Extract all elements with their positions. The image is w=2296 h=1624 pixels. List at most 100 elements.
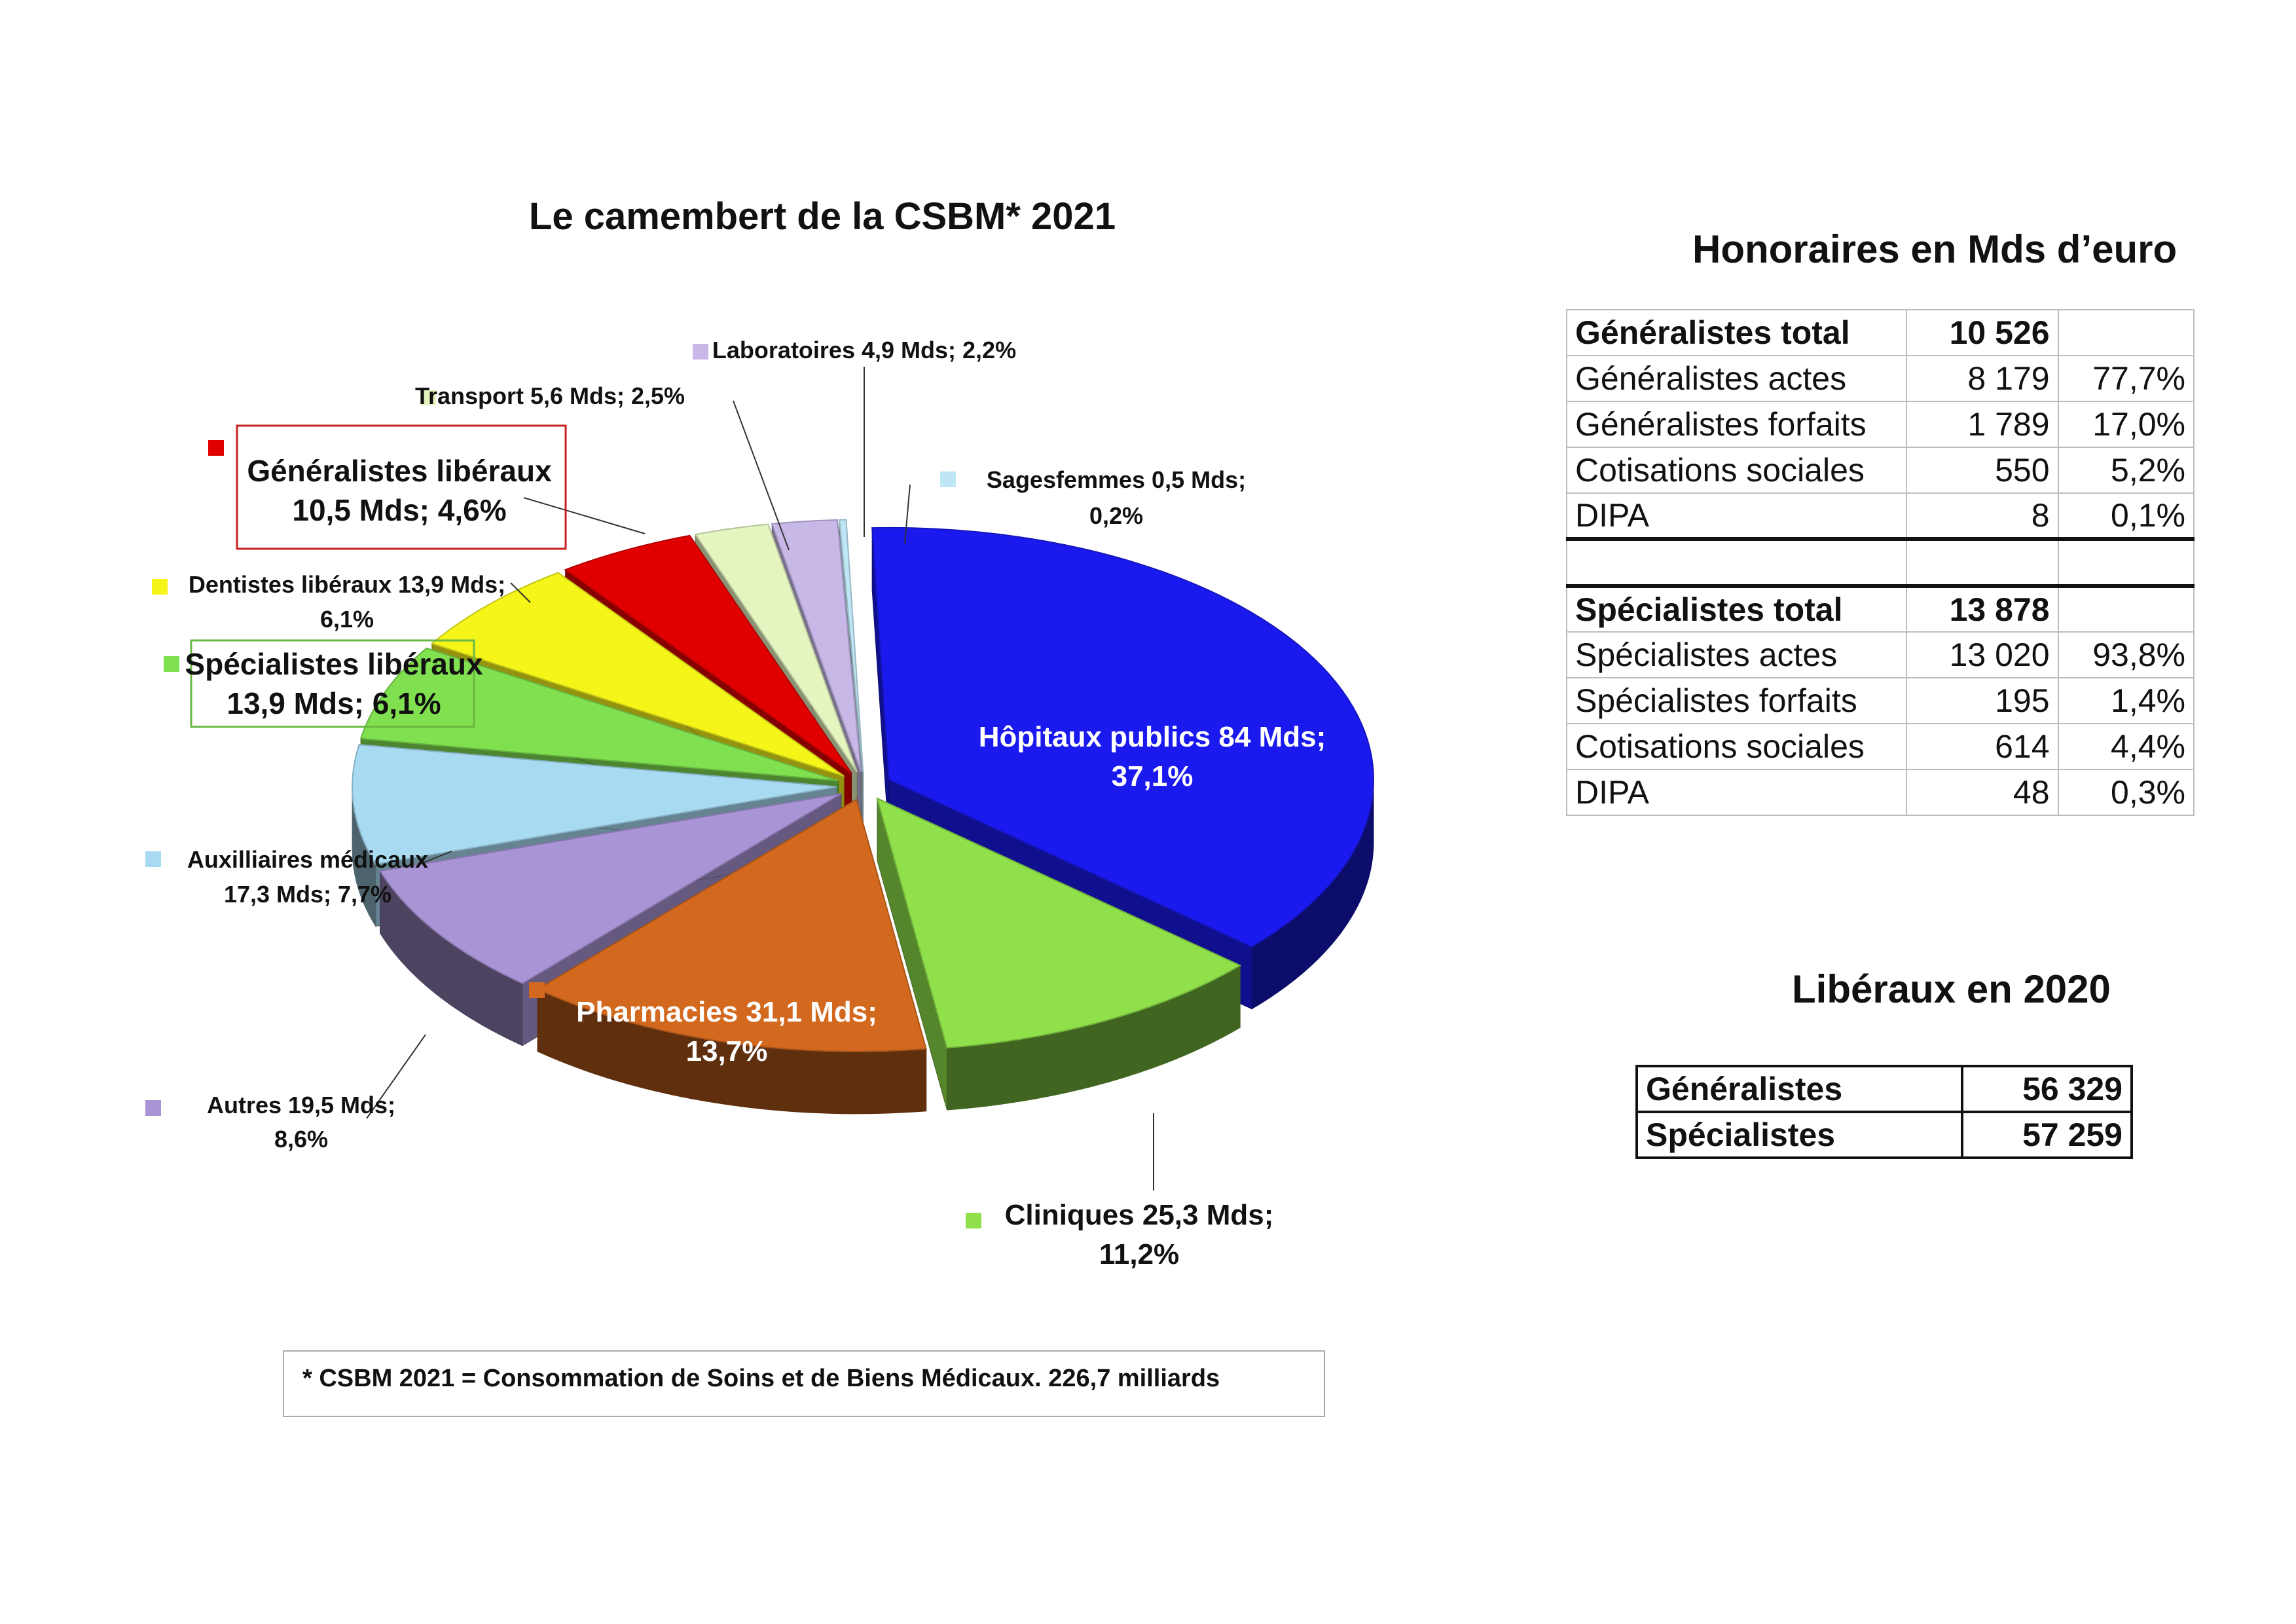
label-dentistes-liberaux: Dentistes libéraux 13,9 Mds; bbox=[189, 571, 505, 598]
label-value-specialistes-liberaux: 13,9 Mds; 6,1% bbox=[227, 686, 441, 720]
table-row: Spécialistes forfaits 195 1,4% bbox=[1565, 677, 2195, 724]
liberaux-table: Généralistes 56 329 Spécialistes 57 259 bbox=[1635, 1065, 2133, 1159]
row-value: 195 bbox=[1906, 677, 2059, 724]
table-row: Spécialistes 57 259 bbox=[1635, 1111, 2133, 1159]
honoraires-table: Généralistes total 10 526 Généralistes act… bbox=[1565, 309, 2195, 816]
label-box-specialistes-liberaux bbox=[190, 639, 475, 728]
label-box-generalistes-liberaux bbox=[236, 424, 567, 550]
leader-autres bbox=[366, 1034, 426, 1119]
row-value: 48 bbox=[1906, 769, 2059, 816]
chart-title: Le camembert de la CSBM* 2021 bbox=[529, 195, 1116, 238]
footnote: * CSBM 2021 = Consommation de Soins et d… bbox=[283, 1350, 1325, 1417]
label-value-pharmacies: 13,7% bbox=[686, 1035, 768, 1067]
row-value: 614 bbox=[1906, 723, 2059, 770]
row-label: Cotisations sociales bbox=[1565, 723, 1908, 770]
slice-cliniques bbox=[876, 797, 1242, 1111]
label-generalistes-liberaux: Généralistes libéraux bbox=[247, 454, 552, 488]
leader-auxilliaires-medicaux bbox=[418, 851, 452, 865]
legend-key-dentistes-liberaux bbox=[152, 579, 168, 595]
label-value-sagesfemmes: 0,2% bbox=[1089, 502, 1143, 529]
legend-key-transport bbox=[420, 390, 436, 405]
label-specialistes-liberaux: Spécialistes libéraux bbox=[185, 647, 483, 681]
label-auxilliaires-medicaux: Auxilliaires médicaux bbox=[187, 846, 428, 873]
liberaux-title: Libéraux en 2020 bbox=[1792, 967, 2111, 1011]
legend-key-autres bbox=[145, 1100, 161, 1116]
row-percent bbox=[2057, 309, 2195, 356]
leader-sagesfemmes bbox=[904, 484, 911, 544]
row-value: 57 259 bbox=[1961, 1111, 2133, 1159]
row-percent: 93,8% bbox=[2057, 631, 2195, 678]
row-value: 8 bbox=[1906, 492, 2059, 540]
row-label: Généralistes bbox=[1635, 1065, 1964, 1113]
row-value: 1 789 bbox=[1906, 401, 2059, 448]
label-value-dentistes-liberaux: 6,1% bbox=[320, 606, 374, 633]
row-percent: 77,7% bbox=[2057, 355, 2195, 402]
label-pharmacies: Pharmacies 31,1 Mds; bbox=[576, 996, 877, 1028]
label-hopitaux-publics: Hôpitaux publics 84 Mds; bbox=[979, 721, 1326, 753]
label-value-auxilliaires-medicaux: 17,3 Mds; 7,7% bbox=[224, 881, 392, 908]
spacer-cell bbox=[2057, 537, 2195, 588]
row-label: Spécialistes bbox=[1635, 1111, 1964, 1159]
spacer-cell bbox=[1906, 537, 2059, 588]
row-percent: 17,0% bbox=[2057, 401, 2195, 448]
row-percent: 5,2% bbox=[2057, 447, 2195, 494]
table-row: DIPA 48 0,3% bbox=[1565, 769, 2195, 816]
row-percent bbox=[2057, 585, 2195, 633]
row-label: Généralistes forfaits bbox=[1565, 401, 1908, 448]
row-label: Spécialistes total bbox=[1565, 585, 1908, 633]
table-spacer-row bbox=[1565, 537, 2195, 588]
row-value: 8 179 bbox=[1906, 355, 2059, 402]
legend-key-auxilliaires-medicaux bbox=[145, 851, 161, 867]
legend-key-specialistes-liberaux bbox=[164, 656, 179, 672]
row-percent: 4,4% bbox=[2057, 723, 2195, 770]
row-percent: 0,1% bbox=[2057, 492, 2195, 540]
label-value-generalistes-liberaux: 10,5 Mds; 4,6% bbox=[292, 493, 506, 527]
label-transport: Transport 5,6 Mds; 2,5% bbox=[415, 382, 685, 409]
row-value: 550 bbox=[1906, 447, 2059, 494]
label-value-hopitaux-publics: 37,1% bbox=[1112, 760, 1194, 792]
table-row: DIPA 8 0,1% bbox=[1565, 492, 2195, 540]
legend-key-sagesfemmes bbox=[940, 471, 956, 487]
label-sagesfemmes: Sagesfemmes 0,5 Mds; bbox=[987, 466, 1246, 493]
row-value: 10 526 bbox=[1906, 309, 2059, 356]
table-row: Généralistes total 10 526 bbox=[1565, 309, 2195, 356]
leader-transport bbox=[733, 400, 790, 551]
honoraires-title: Honoraires en Mds d’euro bbox=[1692, 227, 2178, 271]
legend-key-laboratoires bbox=[693, 344, 708, 360]
table-row: Cotisations sociales 550 5,2% bbox=[1565, 447, 2195, 494]
table-row: Cotisations sociales 614 4,4% bbox=[1565, 723, 2195, 770]
row-value: 56 329 bbox=[1961, 1065, 2133, 1113]
legend-key-cliniques bbox=[966, 1213, 981, 1228]
row-label: Généralistes actes bbox=[1565, 355, 1908, 402]
label-value-cliniques: 11,2% bbox=[1099, 1238, 1179, 1270]
row-label: DIPA bbox=[1565, 492, 1908, 540]
slice-labels: Hôpitaux publics 84 Mds; 37,1% Cliniques 2… bbox=[145, 337, 1326, 1270]
table-row: Généralistes forfaits 1 789 17,0% bbox=[1565, 401, 2195, 448]
row-label: Cotisations sociales bbox=[1565, 447, 1908, 494]
row-percent: 1,4% bbox=[2057, 677, 2195, 724]
row-label: Spécialistes actes bbox=[1565, 631, 1908, 678]
slice-pharmacies bbox=[536, 798, 927, 1115]
table-row: Généralistes 56 329 bbox=[1635, 1065, 2133, 1113]
pie-slices bbox=[352, 519, 1374, 1115]
leader-dentistes-liberaux bbox=[510, 582, 531, 603]
label-value-autres: 8,6% bbox=[274, 1126, 328, 1153]
row-label: DIPA bbox=[1565, 769, 1908, 816]
table-row: Spécialistes total 13 878 bbox=[1565, 585, 2195, 633]
label-cliniques: Cliniques 25,3 Mds; bbox=[1005, 1199, 1274, 1231]
table-row: Généralistes actes 8 179 77,7% bbox=[1565, 355, 2195, 402]
legend-key-generalistes-liberaux bbox=[208, 440, 224, 456]
row-label: Spécialistes forfaits bbox=[1565, 677, 1908, 724]
legend-key-pharmacies bbox=[529, 982, 545, 998]
table-row: Spécialistes actes 13 020 93,8% bbox=[1565, 631, 2195, 678]
leader-lines bbox=[366, 367, 1154, 1190]
label-autres: Autres 19,5 Mds; bbox=[207, 1092, 395, 1118]
row-label: Généralistes total bbox=[1565, 309, 1908, 356]
row-percent: 0,3% bbox=[2057, 769, 2195, 816]
spacer-cell bbox=[1565, 537, 1908, 588]
row-value: 13 878 bbox=[1906, 585, 2059, 633]
label-laboratoires: Laboratoires 4,9 Mds; 2,2% bbox=[712, 337, 1016, 363]
row-value: 13 020 bbox=[1906, 631, 2059, 678]
leader-generalistes-liberaux bbox=[523, 497, 646, 534]
